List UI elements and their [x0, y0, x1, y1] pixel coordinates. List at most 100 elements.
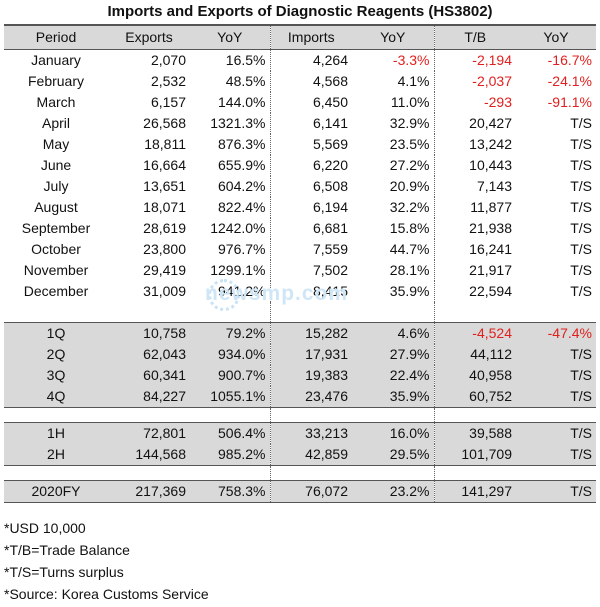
cell-exports: 60,341	[108, 365, 190, 386]
month-row: June 16,664 655.9% 6,220 27.2% 10,443 T/S	[4, 155, 596, 176]
cell-imports-yoy: 20.9%	[389, 178, 430, 194]
cell-tb-yoy: T/S	[570, 283, 592, 299]
cell-period: August	[34, 199, 78, 215]
cell-tb-yoy: T/S	[570, 262, 592, 278]
cell-period: December	[23, 283, 89, 299]
cell-imports: 42,859	[269, 444, 352, 466]
cell-period: 3Q	[4, 365, 108, 386]
cell-imports: 6,194	[269, 197, 352, 218]
cell-period: 2Q	[4, 344, 108, 365]
cell-exports: 13,651	[143, 178, 186, 194]
month-row: December 31,009 941.2% 8,415 35.9% 22,594 T/S	[4, 281, 596, 302]
cell-imports: 6,220	[269, 155, 352, 176]
cell-imports-yoy: 35.9%	[389, 283, 430, 299]
cell-exports: 144,568	[108, 444, 190, 466]
cell-exports-yoy: 1242.0%	[210, 220, 266, 236]
header-period: Period	[4, 24, 108, 50]
cell-tb: -4,524	[433, 322, 516, 344]
header-tb-yoy: YoY	[516, 24, 596, 50]
cell-exports-yoy: 758.3%	[190, 480, 270, 503]
cell-tb: 20,427	[433, 113, 516, 134]
cell-exports: 84,227	[108, 386, 190, 408]
cell-tb-yoy: T/S	[570, 115, 592, 131]
cell-period: 2020FY	[4, 480, 108, 503]
cell-exports-yoy: 934.0%	[190, 344, 270, 365]
cell-exports: 18,811	[144, 136, 186, 152]
cell-exports: 10,758	[108, 322, 190, 344]
cell-exports-yoy: 48.5%	[225, 73, 266, 89]
month-row: November 29,419 1299.1% 7,502 28.1% 21,917 T/S	[4, 260, 596, 281]
cell-tb-yoy: -24.1%	[547, 73, 592, 89]
cell-exports: 16,664	[143, 157, 186, 173]
header-imports-yoy: YoY	[352, 24, 434, 50]
cell-tb-yoy: -47.4%	[516, 322, 596, 344]
cell-tb-yoy: T/S	[516, 386, 596, 408]
cell-tb: 21,938	[433, 218, 516, 239]
cell-imports: 23,476	[269, 386, 352, 408]
quarter-row: 3Q 60,341 900.7% 19,383 22.4% 40,958 T/S	[4, 365, 596, 386]
cell-tb: 11,877	[433, 197, 516, 218]
cell-exports-yoy: 976.7%	[218, 241, 266, 257]
cell-tb: 16,241	[433, 239, 516, 260]
cell-exports-yoy: 985.2%	[190, 444, 270, 466]
note-source: *Source: Korea Customs Service	[4, 586, 209, 602]
cell-exports-yoy: 506.4%	[190, 422, 270, 444]
month-row: May 18,811 876.3% 5,569 23.5% 13,242 T/S	[4, 134, 596, 155]
cell-period: 1H	[4, 422, 108, 444]
cell-imports-yoy: 27.2%	[389, 157, 430, 173]
spacer-row	[4, 302, 596, 323]
cell-imports: 7,502	[269, 260, 352, 281]
cell-imports-yoy: 32.9%	[389, 115, 430, 131]
cell-exports: 72,801	[108, 422, 190, 444]
month-row: March 6,157 144.0% 6,450 11.0% -293 -91.1%	[4, 92, 596, 113]
month-row: January 2,070 16.5% 4,264 -3.3% -2,194 -16.7%	[4, 49, 596, 71]
cell-tb: 39,588	[433, 422, 516, 444]
cell-tb: 7,143	[433, 176, 516, 197]
cell-imports-yoy: 16.0%	[352, 422, 434, 444]
month-row: August 18,071 822.4% 6,194 32.2% 11,877 T/S	[4, 197, 596, 218]
cell-period: 2H	[4, 444, 108, 466]
cell-exports-yoy: 79.2%	[190, 322, 270, 344]
cell-period: March	[36, 94, 76, 110]
cell-exports-yoy: 144.0%	[218, 94, 266, 110]
cell-tb-yoy: -91.1%	[547, 94, 592, 110]
cell-exports: 26,568	[143, 115, 186, 131]
cell-exports-yoy: 1321.3%	[210, 115, 266, 131]
cell-tb-yoy: T/S	[570, 136, 592, 152]
month-row: February 2,532 48.5% 4,568 4.1% -2,037 -24.1%	[4, 71, 596, 92]
quarter-row: 2Q 62,043 934.0% 17,931 27.9% 44,112 T/S	[4, 344, 596, 365]
cell-period: 4Q	[4, 386, 108, 408]
cell-imports-yoy: 28.1%	[389, 262, 430, 278]
cell-imports: 76,072	[269, 480, 352, 503]
spacer-row	[4, 407, 596, 423]
cell-imports-yoy: -3.3%	[392, 52, 430, 68]
cell-imports-yoy: 4.6%	[352, 322, 434, 344]
cell-tb-yoy: T/S	[516, 444, 596, 466]
cell-exports: 217,369	[108, 480, 190, 503]
trade-table: Period Exports YoY Imports YoY T/B YoY J…	[4, 24, 596, 503]
cell-imports: 6,450	[269, 92, 352, 113]
cell-exports: 2,070	[150, 52, 186, 68]
header-exports-yoy: YoY	[190, 24, 270, 50]
cell-tb: 21,917	[433, 260, 516, 281]
cell-period: January	[31, 52, 81, 68]
cell-imports: 5,569	[269, 134, 352, 155]
cell-period: October	[31, 241, 81, 257]
cell-period: May	[42, 136, 70, 152]
cell-tb: 60,752	[433, 386, 516, 408]
cell-exports-yoy: 822.4%	[218, 199, 266, 215]
quarter-row: 4Q 84,227 1055.1% 23,476 35.9% 60,752 T/S	[4, 386, 596, 408]
half-row: 2H 144,568 985.2% 42,859 29.5% 101,709 T/S	[4, 444, 596, 466]
cell-exports: 23,800	[143, 241, 186, 257]
note-ts: *T/S=Turns surplus	[4, 564, 124, 580]
cell-imports-yoy: 11.0%	[390, 94, 430, 110]
cell-tb-yoy: T/S	[516, 480, 596, 503]
cell-exports-yoy: 16.5%	[225, 52, 266, 68]
cell-imports: 8,415	[269, 281, 352, 302]
cell-imports: 4,264	[269, 49, 352, 71]
cell-tb-yoy: T/S	[516, 422, 596, 444]
cell-exports-yoy: 900.7%	[190, 365, 270, 386]
cell-exports-yoy: 655.9%	[218, 157, 266, 173]
cell-exports-yoy: 1299.1%	[210, 262, 266, 278]
cell-imports-yoy: 44.7%	[389, 241, 430, 257]
